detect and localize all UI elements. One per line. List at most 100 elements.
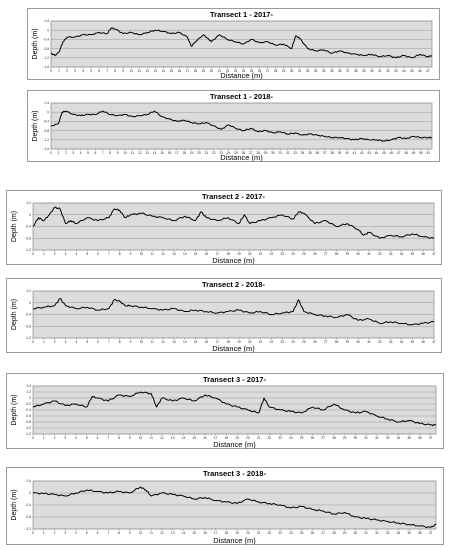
y-tick-label: 0.4 <box>27 289 32 293</box>
x-tick-label: 20 <box>210 69 214 73</box>
chart-svg-5: Transect 3 - 2017- 0.4 0.2 0 -0.2 -0.4 -0.6 -0.… <box>11 375 437 449</box>
x-tick-label: 36 <box>316 151 320 155</box>
y-tick-label: -0.8 <box>44 129 50 133</box>
x-tick-label: 37 <box>429 531 433 535</box>
chart-title: Transect 3 - 2018- <box>203 469 266 478</box>
x-tick-label: 9 <box>117 151 119 155</box>
x-tick-label: 24 <box>291 340 295 344</box>
x-tick-label: 14 <box>182 436 186 440</box>
x-tick-label: 26 <box>311 531 315 535</box>
x-tick-label: 8 <box>109 151 111 155</box>
series-line <box>32 206 435 239</box>
y-tick-label: 0 <box>29 213 31 217</box>
chart-svg-2: Transect 1 - 2018-0.40-0.4-0.8-1.2-1.60 1… <box>32 92 433 162</box>
x-tick-label: 39 <box>362 69 366 73</box>
x-tick-label: 12 <box>160 436 164 440</box>
x-axis-label: Distance (m) <box>213 536 256 545</box>
x-tick-label: 15 <box>192 531 196 535</box>
x-tick-label: 9 <box>129 436 131 440</box>
x-tick-label: 23 <box>280 340 284 344</box>
x-tick-label: 18 <box>194 69 198 73</box>
chart-title: Transect 2 - 2017- <box>202 192 265 201</box>
x-tick-label: 43 <box>394 69 398 73</box>
x-tick-label: 37 <box>346 69 350 73</box>
x-tick-label: 30 <box>356 252 360 256</box>
y-tick-label: -1.2 <box>26 527 32 531</box>
x-tick-label: 32 <box>378 340 382 344</box>
x-tick-label: 34 <box>301 151 305 155</box>
x-tick-label: 2 <box>54 531 56 535</box>
x-tick-label: 32 <box>286 151 290 155</box>
x-tick-label: 34 <box>322 69 326 73</box>
x-tick-label: 31 <box>279 151 283 155</box>
y-tick-label: -0.8 <box>44 47 50 51</box>
x-tick-label: 36 <box>421 340 425 344</box>
x-tick-label: 27 <box>266 69 270 73</box>
y-tick-label: -0.4 <box>26 313 32 317</box>
chart-svg-4: Transect 2 - 2018-0.40-0.4-0.8-1.20 1 2 3 4 5… <box>11 280 436 353</box>
y-tick-label: -1.0 <box>26 426 32 430</box>
x-tick-label: 31 <box>364 531 368 535</box>
y-tick-label: 0.2 <box>27 390 32 394</box>
x-tick-label: 28 <box>335 252 339 256</box>
x-tick-label: 19 <box>202 69 206 73</box>
x-tick-label: 30 <box>356 340 360 344</box>
x-tick-label: 6 <box>97 252 99 256</box>
chart-panel-3: Transect 2 - 2017- 0.4 0 -0.4 -0.8 -1.2 0 1 2 3 4 5… <box>6 190 442 265</box>
x-tick-label: 25 <box>234 151 238 155</box>
y-tick-label: -0.4 <box>44 38 50 42</box>
x-tick-label: 10 <box>140 252 144 256</box>
x-tick-label: 36 <box>421 252 425 256</box>
x-tick-label: 10 <box>139 436 143 440</box>
x-tick-label: 5 <box>87 151 89 155</box>
chart-panel-6: Transect 3 - 2018- 0.4 0 -0.4 -0.8 -1.2 0 1 2 3 4 5… <box>6 467 444 545</box>
x-tick-label: 23 <box>278 436 282 440</box>
y-tick-label: -1.2 <box>44 56 50 60</box>
y-tick-label: -1.2 <box>44 138 50 142</box>
x-tick-label: 47 <box>397 151 401 155</box>
x-tick-label: 37 <box>429 436 433 440</box>
x-tick-label: 33 <box>314 69 318 73</box>
x-tick-label: 4 <box>75 340 77 344</box>
x-tick-label: 41 <box>378 69 382 73</box>
x-tick-label: 5 <box>90 69 92 73</box>
x-tick-label: 32 <box>306 69 310 73</box>
plot-area <box>50 102 433 150</box>
x-tick-label: 0 <box>32 436 34 440</box>
y-tick-label: -0.4 <box>26 503 32 507</box>
x-tick-label: 37 <box>323 151 327 155</box>
y-tick-label: -0.2 <box>26 402 32 406</box>
x-tick-label: 3 <box>64 531 66 535</box>
x-tick-label: 0 <box>50 69 52 73</box>
x-tick-label: 15 <box>194 252 198 256</box>
x-tick-label: 20 <box>248 340 252 344</box>
x-tick-label: 19 <box>190 151 194 155</box>
x-tick-label: 21 <box>205 151 209 155</box>
y-tick-label: 0.4 <box>27 201 32 205</box>
x-tick-label: 7 <box>108 252 110 256</box>
x-tick-label: 26 <box>258 69 262 73</box>
x-tick-label: 23 <box>278 531 282 535</box>
x-tick-label: 27 <box>321 531 325 535</box>
x-tick-label: 14 <box>182 531 186 535</box>
x-tick-label: 46 <box>390 151 394 155</box>
x-tick-label: 1 <box>43 531 45 535</box>
x-tick-label: 3 <box>74 69 76 73</box>
x-tick-label: 3 <box>65 252 67 256</box>
x-tick-label: 18 <box>226 340 230 344</box>
x-tick-label: 18 <box>182 151 186 155</box>
chart-title: Transect 1 - 2018- <box>210 92 273 101</box>
x-tick-label: 46 <box>418 69 422 73</box>
x-tick-label: 26 <box>313 340 317 344</box>
x-tick-label: 33 <box>386 436 390 440</box>
x-tick-label: 33 <box>389 340 393 344</box>
x-tick-label: 23 <box>234 69 238 73</box>
x-tick-label: 1 <box>43 252 45 256</box>
x-tick-label: 6 <box>97 436 99 440</box>
x-tick-label: 35 <box>407 436 411 440</box>
x-tick-label: 28 <box>332 436 336 440</box>
x-tick-label: 8 <box>118 436 120 440</box>
x-tick-label: 26 <box>242 151 246 155</box>
x-tick-label: 13 <box>172 252 176 256</box>
x-tick-label: 37 <box>432 252 436 256</box>
